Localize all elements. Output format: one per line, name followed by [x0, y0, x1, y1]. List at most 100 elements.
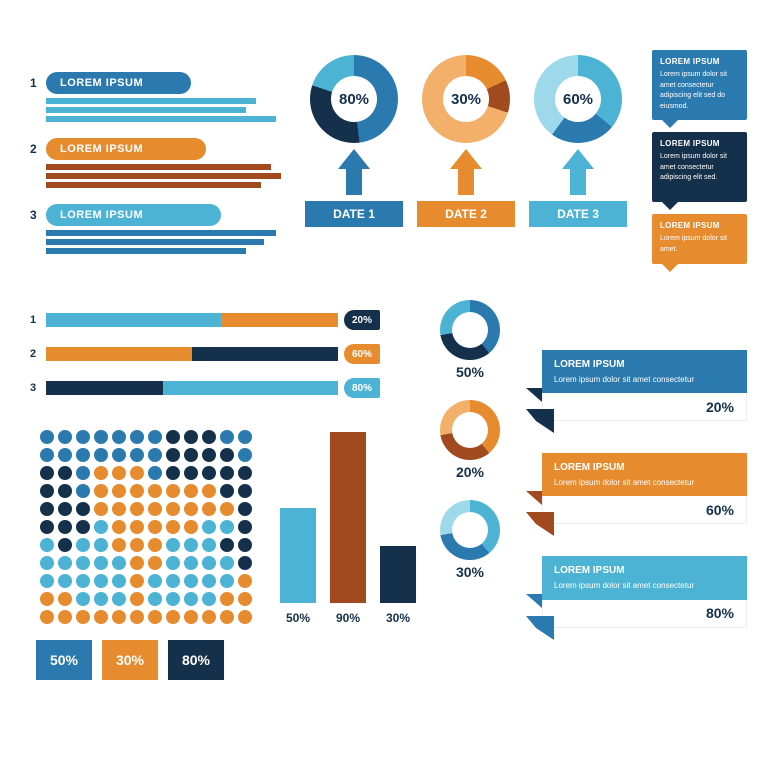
- ribbon-top: LOREM IPSUMLorem ipsum dolor sit amet co…: [542, 350, 747, 393]
- progress-track: [46, 347, 338, 361]
- bar-groups: 1LOREM IPSUM 2LOREM IPSUM 3LOREM IPSUM: [30, 72, 280, 270]
- donut-value: 80%: [331, 76, 377, 122]
- donut-value: 30%: [443, 76, 489, 122]
- ribbon-fold-icon: [526, 388, 542, 402]
- column-bar: [380, 546, 416, 603]
- dot: [148, 610, 162, 624]
- speech-column: LOREM IPSUMLorem ipsum dolor sit amet co…: [652, 50, 747, 276]
- dot: [112, 466, 126, 480]
- progress-track: [46, 313, 338, 327]
- group-bars: [46, 164, 280, 188]
- dot: [58, 538, 72, 552]
- donut-item: 30% DATE 2: [417, 55, 515, 227]
- speech-title: LOREM IPSUM: [660, 220, 739, 232]
- group-pill: LOREM IPSUM: [46, 72, 191, 94]
- dot-stat: 50%: [36, 640, 92, 680]
- dot: [220, 520, 234, 534]
- progress-number: 3: [30, 382, 46, 394]
- dot: [202, 610, 216, 624]
- dot: [148, 556, 162, 570]
- dot: [184, 592, 198, 606]
- progress-row: 260%: [30, 344, 380, 364]
- bar: [46, 248, 246, 254]
- ribbon-value: 80%: [542, 600, 747, 628]
- dot: [76, 448, 90, 462]
- column-bar: [280, 508, 316, 603]
- dot: [184, 520, 198, 534]
- dot: [202, 520, 216, 534]
- ribbon-title: LOREM IPSUM: [554, 461, 735, 475]
- ribbon-banner: LOREM IPSUMLorem ipsum dolor sit amet co…: [542, 556, 747, 627]
- dot: [148, 592, 162, 606]
- progress-number: 2: [30, 348, 46, 360]
- group-bars: [46, 98, 280, 122]
- dot: [166, 538, 180, 552]
- dot: [184, 556, 198, 570]
- dot: [112, 610, 126, 624]
- dot: [202, 484, 216, 498]
- ribbon-fold-icon: [526, 491, 542, 505]
- dot: [40, 448, 54, 462]
- dot: [76, 484, 90, 498]
- dot: [202, 538, 216, 552]
- date-label: DATE 2: [417, 201, 515, 227]
- dot-stats: 50%30%80%: [36, 640, 224, 680]
- ribbon-top: LOREM IPSUMLorem ipsum dolor sit amet co…: [542, 453, 747, 496]
- ribbon-title: LOREM IPSUM: [554, 358, 735, 372]
- donut-item: 80%DATE 1: [305, 55, 403, 227]
- dot: [148, 502, 162, 516]
- dot: [130, 502, 144, 516]
- dot: [76, 466, 90, 480]
- dot: [220, 430, 234, 444]
- dot: [184, 538, 198, 552]
- dot: [112, 574, 126, 588]
- dot: [238, 520, 252, 534]
- mini-donut-item: 20%: [430, 400, 510, 480]
- dot: [184, 610, 198, 624]
- dot: [94, 574, 108, 588]
- bar: [46, 98, 256, 104]
- infographic-canvas: { "colors": { "blue_dark": "#14304a", "b…: [0, 0, 777, 777]
- speech-card: LOREM IPSUMLorem ipsum dolor sit amet.: [652, 214, 747, 264]
- dot: [130, 556, 144, 570]
- donut-chart: 80%: [310, 55, 398, 143]
- dot: [76, 610, 90, 624]
- column-bar-item: 50%: [280, 508, 316, 625]
- dot: [94, 430, 108, 444]
- dot: [94, 610, 108, 624]
- ribbon-fold-bottom-icon: [526, 409, 554, 433]
- ribbon-banner: LOREM IPSUMLorem ipsum dolor sit amet co…: [542, 453, 747, 524]
- dot: [166, 466, 180, 480]
- dot: [166, 430, 180, 444]
- bar-group-2: 2LOREM IPSUM: [30, 138, 280, 188]
- donut-value: 60%: [555, 76, 601, 122]
- mini-donut-chart: [440, 500, 500, 560]
- dot: [94, 520, 108, 534]
- mini-donut-label: 30%: [430, 564, 510, 580]
- dot: [76, 556, 90, 570]
- dot: [112, 556, 126, 570]
- dot: [40, 520, 54, 534]
- column-bar-item: 90%: [330, 432, 366, 625]
- progress-row: 120%: [30, 310, 380, 330]
- arrow-up-icon: [450, 149, 482, 169]
- dot: [184, 574, 198, 588]
- group-number: 1: [30, 76, 46, 90]
- progress-number: 1: [30, 314, 46, 326]
- dot: [184, 448, 198, 462]
- donut-row: 80%DATE 1 30% DATE 2 60%DATE 3: [305, 55, 627, 227]
- dot: [238, 448, 252, 462]
- dot: [76, 430, 90, 444]
- dot: [202, 448, 216, 462]
- dot: [166, 448, 180, 462]
- dot: [130, 592, 144, 606]
- donut-item: 60%DATE 3: [529, 55, 627, 227]
- dot: [58, 520, 72, 534]
- dot: [58, 502, 72, 516]
- dot: [94, 556, 108, 570]
- dot: [148, 484, 162, 498]
- dot: [238, 538, 252, 552]
- arrow-stem: [458, 169, 474, 195]
- speech-tail-icon: [662, 120, 678, 128]
- column-bar-label: 30%: [380, 611, 416, 625]
